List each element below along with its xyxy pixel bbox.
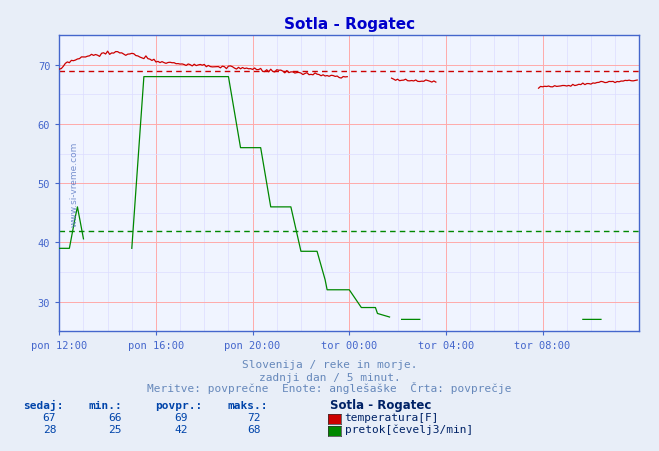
Text: 42: 42	[175, 424, 188, 434]
Text: Meritve: povprečne  Enote: anglešaške  Črta: povprečje: Meritve: povprečne Enote: anglešaške Črt…	[147, 382, 512, 393]
Text: 28: 28	[43, 424, 56, 434]
Text: 72: 72	[247, 412, 260, 422]
Text: www.si-vreme.com: www.si-vreme.com	[69, 141, 78, 226]
Text: 68: 68	[247, 424, 260, 434]
Text: maks.:: maks.:	[227, 400, 268, 410]
Text: pretok[čevelj3/min]: pretok[čevelj3/min]	[345, 424, 473, 434]
Text: temperatura[F]: temperatura[F]	[345, 412, 439, 422]
Text: Sotla - Rogatec: Sotla - Rogatec	[330, 398, 431, 411]
Text: 67: 67	[43, 412, 56, 422]
Title: Sotla - Rogatec: Sotla - Rogatec	[284, 17, 415, 32]
Text: 66: 66	[109, 412, 122, 422]
Text: sedaj:: sedaj:	[23, 399, 63, 410]
Text: 69: 69	[175, 412, 188, 422]
Text: zadnji dan / 5 minut.: zadnji dan / 5 minut.	[258, 372, 401, 382]
Text: min.:: min.:	[89, 400, 123, 410]
Text: Slovenija / reke in morje.: Slovenija / reke in morje.	[242, 359, 417, 369]
Text: 25: 25	[109, 424, 122, 434]
Text: povpr.:: povpr.:	[155, 400, 202, 410]
